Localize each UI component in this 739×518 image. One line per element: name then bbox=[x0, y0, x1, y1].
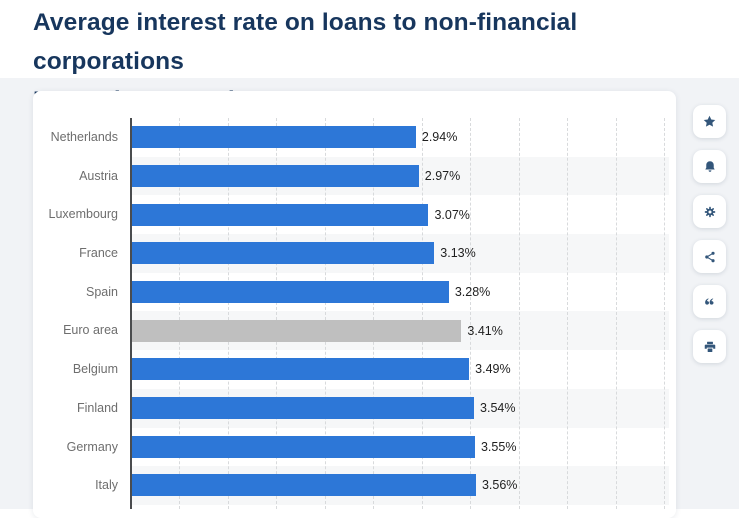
bar[interactable]: 3.49% bbox=[131, 358, 511, 381]
chart-row: Belgium 3.49% bbox=[33, 350, 669, 389]
settings-button[interactable] bbox=[693, 195, 726, 228]
chart-row: Netherlands 2.94% bbox=[33, 118, 669, 157]
star-icon bbox=[702, 114, 717, 129]
cite-button[interactable] bbox=[693, 285, 726, 318]
bar[interactable]: 3.28% bbox=[131, 281, 490, 304]
row-track: 3.07% bbox=[131, 195, 669, 234]
value-label: 3.28% bbox=[454, 285, 491, 300]
value-label: 3.41% bbox=[467, 323, 503, 338]
value-label: 2.97% bbox=[424, 168, 461, 183]
category-label: Finland bbox=[77, 400, 118, 415]
chart-rows: Netherlands 2.94% Austria 2.97% Luxembourg 3.… bbox=[33, 118, 669, 505]
category-label: France bbox=[79, 246, 118, 261]
chart-row: France 3.13% bbox=[33, 234, 669, 273]
value-label: 2.94% bbox=[421, 130, 458, 145]
row-track: 3.41% bbox=[131, 311, 669, 351]
value-label: 3.07% bbox=[434, 207, 470, 222]
bar[interactable]: 3.56% bbox=[131, 474, 517, 497]
chart-title-line1: Average interest rate on loans to non-fi… bbox=[33, 9, 578, 75]
bell-icon bbox=[703, 160, 717, 174]
chart-row: Luxembourg 3.07% bbox=[33, 195, 669, 234]
share-button[interactable] bbox=[693, 240, 726, 273]
chart-card: Netherlands 2.94% Austria 2.97% Luxembourg 3.… bbox=[33, 91, 676, 518]
value-label: 3.13% bbox=[440, 246, 476, 261]
chart-row: Spain 3.28% bbox=[33, 273, 669, 312]
favorite-button[interactable] bbox=[693, 105, 726, 138]
category-label: Euro area bbox=[63, 323, 118, 338]
chart-row: Finland 3.54% bbox=[33, 388, 669, 428]
value-label: 3.49% bbox=[475, 362, 511, 377]
bar[interactable]: 2.97% bbox=[131, 164, 460, 187]
gear-icon bbox=[703, 205, 717, 219]
share-icon bbox=[703, 250, 717, 264]
row-track: 3.56% bbox=[131, 466, 669, 505]
row-track: 3.49% bbox=[131, 350, 669, 389]
category-label: Spain bbox=[86, 284, 118, 299]
y-axis-line bbox=[130, 118, 132, 509]
chart-row: Euro area 3.41% bbox=[33, 311, 669, 351]
bar[interactable]: 3.13% bbox=[131, 242, 476, 265]
chart-row: Germany 3.55% bbox=[33, 428, 669, 467]
printer-icon bbox=[703, 340, 717, 354]
chart-row: Austria 2.97% bbox=[33, 156, 669, 196]
bar[interactable]: 3.41% bbox=[131, 319, 503, 342]
bar[interactable]: 3.07% bbox=[131, 203, 470, 226]
row-track: 3.13% bbox=[131, 234, 669, 273]
toolbar bbox=[693, 105, 726, 375]
bar[interactable]: 3.55% bbox=[131, 435, 516, 458]
value-label: 3.54% bbox=[480, 401, 516, 416]
row-track: 3.54% bbox=[131, 388, 669, 428]
bar[interactable]: 2.94% bbox=[131, 126, 457, 149]
row-track: 2.94% bbox=[131, 118, 669, 157]
category-label: Luxembourg bbox=[48, 207, 119, 222]
quote-icon bbox=[702, 294, 717, 309]
value-label: 3.55% bbox=[480, 439, 517, 454]
category-label: Austria bbox=[79, 168, 118, 183]
row-track: 2.97% bbox=[131, 156, 669, 196]
category-label: Italy bbox=[95, 478, 118, 493]
category-label: Belgium bbox=[72, 362, 118, 377]
alerts-button[interactable] bbox=[693, 150, 726, 183]
category-label: Germany bbox=[66, 439, 118, 454]
row-track: 3.55% bbox=[131, 428, 669, 467]
category-label: Netherlands bbox=[50, 130, 118, 144]
value-label: 3.56% bbox=[481, 478, 518, 493]
bar[interactable]: 3.54% bbox=[131, 397, 515, 420]
row-track: 3.28% bbox=[131, 273, 669, 312]
chart-row: Italy 3.56% bbox=[33, 466, 669, 505]
print-button[interactable] bbox=[693, 330, 726, 363]
